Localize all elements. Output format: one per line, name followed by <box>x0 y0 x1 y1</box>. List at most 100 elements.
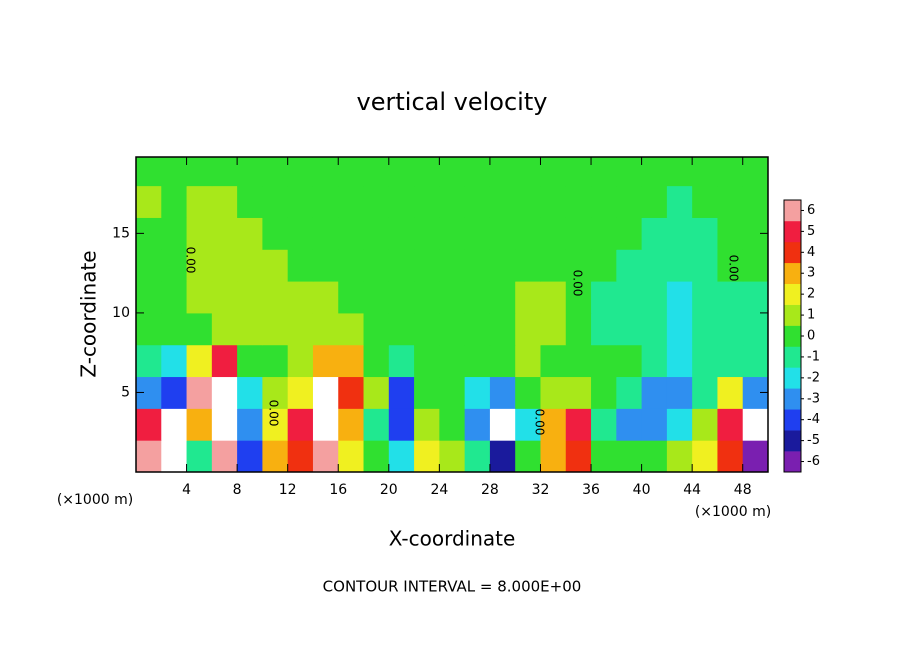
colorbar-swatch <box>784 367 801 389</box>
cell <box>641 217 668 250</box>
x-tick-label: 20 <box>380 482 398 498</box>
x-tick-label: 16 <box>329 482 347 498</box>
cell <box>641 440 668 472</box>
colorbar-tick-label: 2 <box>807 287 815 302</box>
x-unit-label: (×1000 m) <box>695 504 771 520</box>
cell <box>591 185 617 218</box>
cell <box>161 440 188 472</box>
chart-title: vertical velocity <box>357 88 548 116</box>
y-tick-label: 15 <box>112 225 130 241</box>
cell <box>287 185 314 218</box>
cell <box>666 408 693 441</box>
cell <box>515 157 541 187</box>
cell <box>591 408 617 441</box>
cell <box>489 408 516 441</box>
x-tick-label: 44 <box>683 482 701 498</box>
cell <box>287 440 314 472</box>
cell <box>312 217 339 250</box>
cell <box>489 249 516 282</box>
cell <box>262 217 289 250</box>
colorbar-swatch <box>784 388 801 410</box>
cell <box>287 408 314 441</box>
cell <box>464 312 491 346</box>
cell <box>161 312 188 346</box>
colorbar-swatch <box>784 430 801 452</box>
cell <box>388 344 415 378</box>
cell <box>616 440 643 472</box>
x-tick-label: 24 <box>430 482 448 498</box>
x-tick-label: 36 <box>582 482 600 498</box>
cell <box>439 281 466 314</box>
cell <box>186 185 213 218</box>
colorbar-swatch <box>784 283 801 305</box>
cell <box>312 440 339 472</box>
cell <box>211 157 238 187</box>
cell <box>287 249 314 282</box>
colorbar-swatch <box>784 220 801 243</box>
cell <box>287 376 314 409</box>
cell <box>641 312 668 346</box>
cell <box>262 312 289 346</box>
cell <box>692 185 718 218</box>
y-tick-label: 5 <box>121 384 130 400</box>
contour-label: 0.00 <box>727 255 741 282</box>
cell <box>641 408 668 441</box>
cell <box>338 440 365 472</box>
cell <box>439 344 466 378</box>
colorbar-swatch <box>784 325 801 347</box>
cell <box>161 281 188 314</box>
cell <box>742 281 768 314</box>
x-tick-label: 12 <box>279 482 297 498</box>
cell <box>186 249 213 282</box>
cell <box>414 157 440 187</box>
cell <box>186 217 213 250</box>
cell <box>565 217 592 250</box>
plot-frame <box>135 156 769 473</box>
cell <box>136 408 162 441</box>
x-tick-label: 4 <box>182 482 191 498</box>
cell <box>287 281 314 314</box>
cell <box>414 217 440 250</box>
cell <box>717 344 744 378</box>
cell <box>666 281 693 314</box>
cell <box>262 249 289 282</box>
cell <box>616 408 643 441</box>
y-axis-label: Z-coordinate <box>77 250 101 377</box>
cell <box>515 312 541 346</box>
cell <box>186 312 213 346</box>
cell <box>237 281 263 314</box>
cell <box>211 249 238 282</box>
cell <box>540 440 567 472</box>
cell <box>186 376 213 409</box>
cell <box>666 344 693 378</box>
cell <box>287 157 314 187</box>
colorbar-swatch <box>784 200 801 222</box>
colorbar-tick-label: -6 <box>807 454 820 469</box>
cell <box>414 440 440 472</box>
cell <box>666 185 693 218</box>
cell <box>692 249 718 282</box>
cell <box>616 249 643 282</box>
cell <box>489 312 516 346</box>
cell <box>312 185 339 218</box>
cell <box>262 157 289 187</box>
cell <box>211 185 238 218</box>
y-tick-label: 10 <box>112 305 130 321</box>
cell <box>666 376 693 409</box>
cell <box>591 312 617 346</box>
cell <box>136 185 162 218</box>
colorbar-tick-label: 4 <box>807 245 815 260</box>
cell <box>414 376 440 409</box>
cell <box>616 376 643 409</box>
cell <box>540 344 567 378</box>
contour-label: 0.00 <box>184 247 198 274</box>
cell <box>717 157 744 187</box>
colorbar-tick-label: -5 <box>807 433 820 448</box>
cell <box>464 408 491 441</box>
cell <box>591 440 617 472</box>
cell <box>312 157 339 187</box>
cell <box>388 281 415 314</box>
cell <box>565 376 592 409</box>
cell <box>211 312 238 346</box>
cell <box>161 217 188 250</box>
